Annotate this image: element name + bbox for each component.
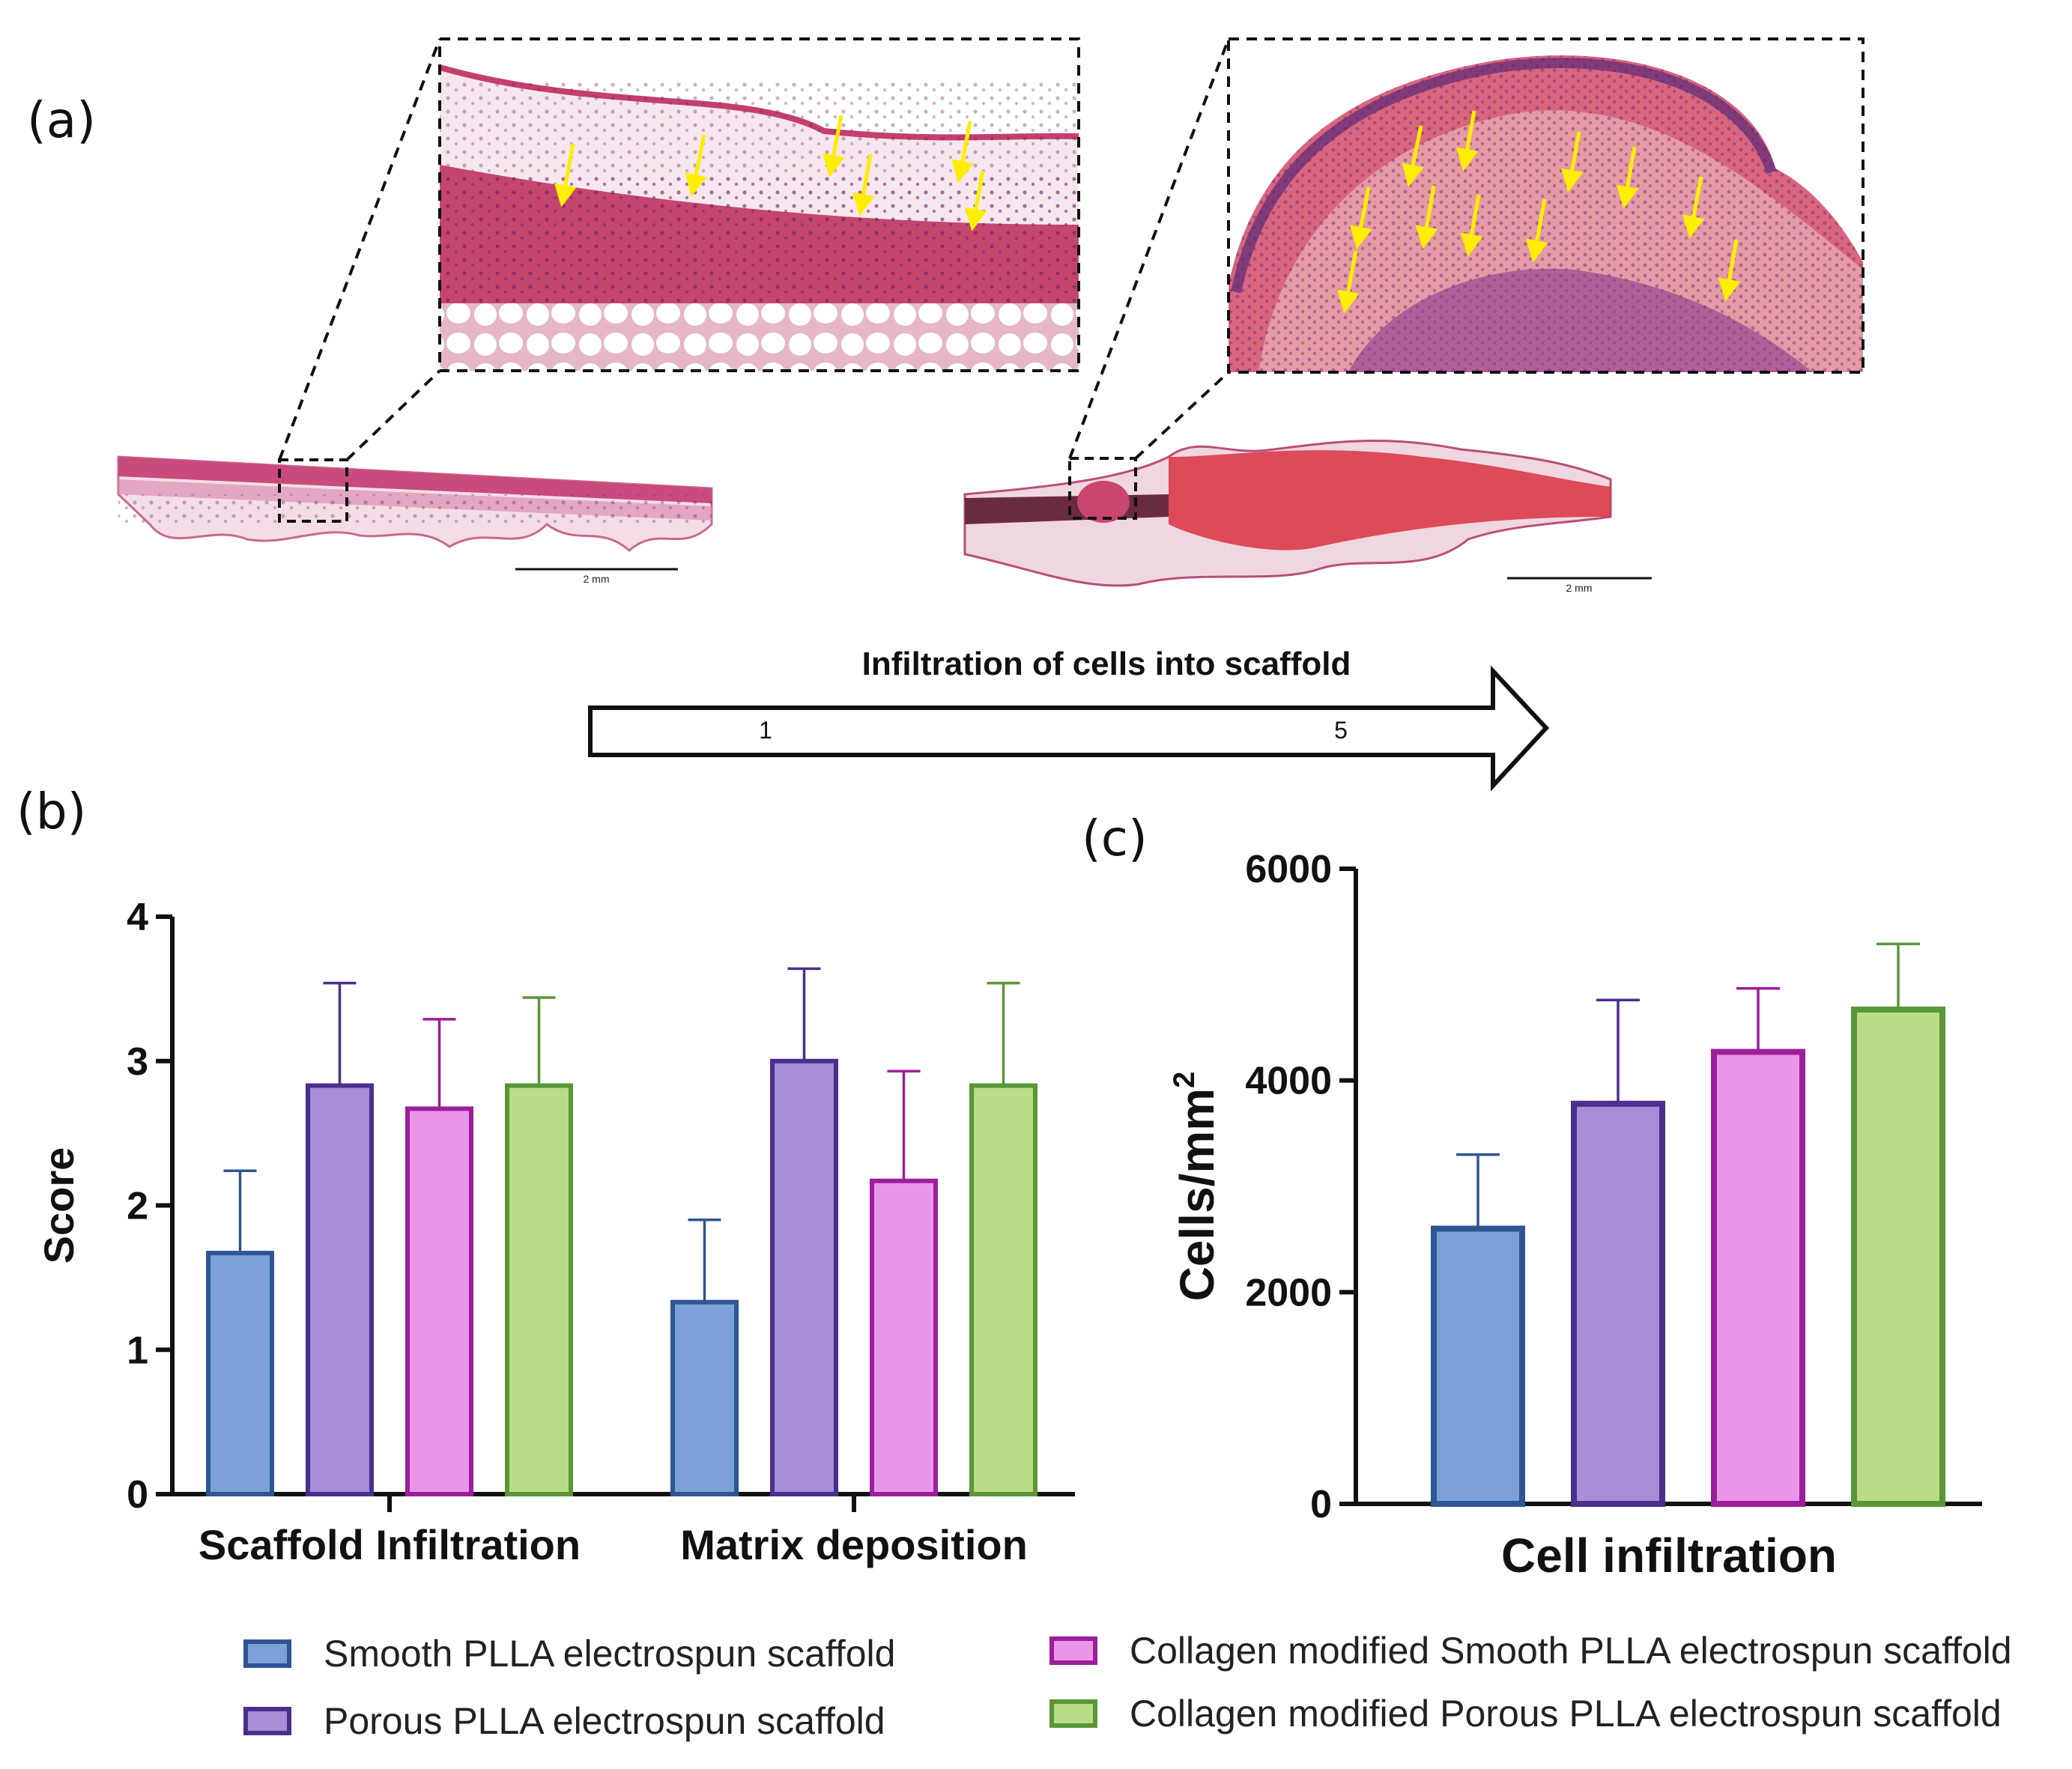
arrow-title: Infiltration of cells into scaffold: [862, 646, 1351, 682]
arrow-end-label: 5: [1334, 717, 1348, 744]
bar-smooth: [206, 1251, 274, 1497]
bar-smooth: [670, 1299, 739, 1496]
legend-swatch: [1049, 1699, 1097, 1728]
legend-swatch: [1049, 1636, 1097, 1665]
y-axis-label: Cells/mm2: [1168, 1072, 1224, 1302]
y-tick-label: 0: [1310, 1483, 1332, 1526]
zoom-box-left: [278, 458, 348, 523]
chart-cell-density: 0 2000 4000 6000 Cells/mm2 Cell infiltration: [1168, 848, 1982, 1583]
histology-overview-right: [963, 439, 1612, 587]
x-category-label: Scaffold Infiltration: [199, 1521, 581, 1568]
legend-label: Porous PLLA electrospun scaffold: [324, 1700, 885, 1742]
bar-porous: [306, 1083, 374, 1496]
zoom-line: [345, 369, 441, 461]
x-category-label: Matrix deposition: [680, 1521, 1028, 1568]
y-tick-label: 2: [127, 1185, 148, 1228]
scale-bar-right: 2 mm: [1507, 577, 1652, 594]
y-tick-label: 6000: [1245, 848, 1332, 891]
legend-label: Collagen modified Smooth PLLA electrospu…: [1130, 1630, 2012, 1672]
y-tick-label: 1: [127, 1329, 148, 1372]
legend-swatch: [243, 1707, 291, 1735]
chart-score: 0 1 2 3 4 Score Scaffold Infiltration Matrix de…: [35, 896, 1075, 1568]
legend: Smooth PLLA electrospun scaffold Porous P…: [243, 1630, 2012, 1742]
zoom-box-right: [1068, 457, 1137, 520]
zoom-line: [278, 38, 441, 461]
scale-bar-left: 2 mm: [515, 568, 678, 585]
panel-label-b: (b): [16, 783, 86, 840]
bar-porous: [770, 1058, 838, 1496]
legend-swatch: [243, 1639, 291, 1668]
panel-label-a: (a): [27, 91, 96, 149]
histology-overview-left: [117, 455, 713, 552]
bar-coll_porous: [1851, 1006, 1945, 1508]
y-axis-label: Score: [35, 1147, 82, 1264]
arrow-start-label: 1: [759, 717, 772, 744]
zoom-line: [1068, 38, 1230, 459]
bar-coll_smooth: [405, 1106, 473, 1497]
x-axis-label: Cell infiltration: [1501, 1529, 1837, 1583]
zoom-line: [1134, 371, 1230, 460]
infiltration-arrow: Infiltration of cells into scaffold 1 5: [588, 646, 1550, 792]
bar-porous: [1571, 1100, 1665, 1507]
bar-coll_smooth: [1711, 1049, 1805, 1508]
y-tick-label: 4: [127, 896, 148, 939]
legend-item-coll_porous: Collagen modified Porous PLLA electrospu…: [1049, 1693, 2002, 1735]
y-tick-label: 4000: [1245, 1060, 1332, 1103]
legend-label: Collagen modified Porous PLLA electrospu…: [1130, 1693, 2002, 1735]
legend-item-porous: Porous PLLA electrospun scaffold: [243, 1700, 885, 1742]
y-tick-label: 2000: [1245, 1271, 1332, 1314]
y-tick-label: 3: [127, 1040, 148, 1084]
zoom-frame-right: [1227, 37, 1865, 374]
histology-zoom-left: [438, 39, 1079, 371]
histology-zoom-right: [1229, 39, 1863, 372]
legend-label: Smooth PLLA electrospun scaffold: [324, 1633, 895, 1675]
bar-coll_porous: [505, 1083, 573, 1496]
y-axis-label-superscript: 2: [1168, 1072, 1201, 1088]
legend-item-coll_smooth: Collagen modified Smooth PLLA electrospu…: [1049, 1630, 2012, 1672]
panel-label-c: (c): [1082, 810, 1148, 867]
bar-coll_porous: [969, 1083, 1037, 1496]
bar-coll_smooth: [870, 1178, 938, 1497]
scale-bar-label: 2 mm: [1566, 582, 1593, 594]
scale-bar-label: 2 mm: [584, 573, 610, 585]
y-tick-label: 0: [127, 1473, 148, 1517]
legend-item-smooth: Smooth PLLA electrospun scaffold: [243, 1633, 895, 1675]
bar-smooth: [1431, 1225, 1525, 1507]
